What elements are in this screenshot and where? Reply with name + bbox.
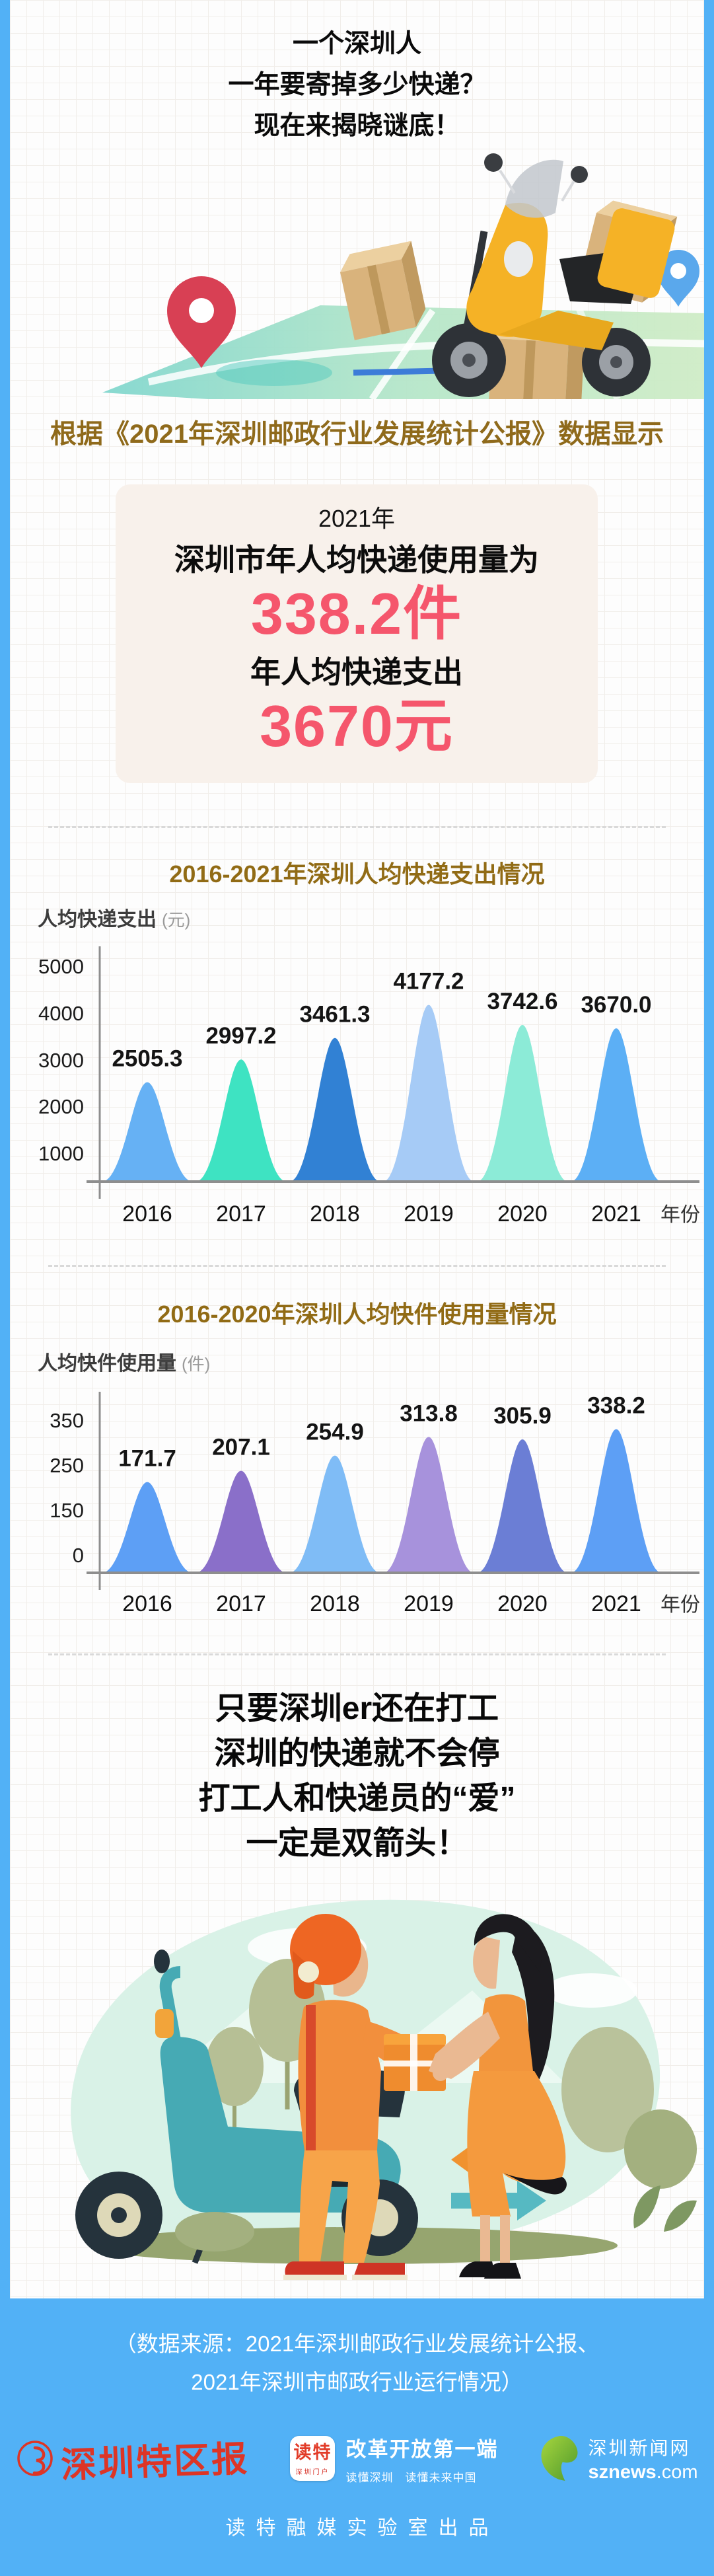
footer: （数据来源：2021年深圳邮政行业发展统计公报、 2021年深圳市邮政行业运行情…	[0, 2298, 714, 2576]
svg-text:2021: 2021	[591, 1591, 641, 1616]
dute-headline: 改革开放第一端	[345, 2437, 499, 2461]
svg-text:2000: 2000	[38, 1095, 84, 1118]
dute-icon-text: 读特	[293, 2442, 332, 2462]
red-location-pin-icon	[167, 276, 236, 368]
data-source-line: （数据来源：2021年深圳邮政行业发展统计公报、	[114, 2331, 600, 2356]
svg-text:2997.2: 2997.2	[205, 1023, 276, 1049]
dashed-divider	[48, 1265, 666, 1267]
intro-line: 一年要寄掉多少快递？	[228, 71, 486, 99]
svg-text:4000: 4000	[38, 1002, 84, 1025]
svg-text:2021: 2021	[591, 1201, 641, 1227]
svg-text:3000: 3000	[38, 1049, 84, 1072]
dashed-divider	[48, 826, 666, 828]
svg-text:2017: 2017	[216, 1201, 266, 1227]
dashed-divider	[48, 1653, 666, 1655]
svg-text:254.9: 254.9	[306, 1420, 364, 1445]
svg-text:4177.2: 4177.2	[393, 969, 464, 995]
svg-text:150: 150	[50, 1499, 84, 1522]
stats-value1: 338.2件	[250, 581, 463, 646]
svg-text:313.8: 313.8	[400, 1400, 458, 1426]
svg-text:305.9: 305.9	[493, 1403, 552, 1429]
svg-text:2017: 2017	[216, 1591, 266, 1616]
slogan-text: 只要深圳er还在打工 深圳的快递就不会停 打工人和快递员的“爱” 一定是双箭头！	[10, 1686, 704, 1866]
parcel-box	[340, 241, 426, 340]
expense-chart-ylabel: 人均快递支出 (元)	[38, 903, 190, 932]
stats-line2: 年人均快递支出	[250, 655, 463, 689]
source-banner: 根据《2021年深圳邮政行业发展统计公报》数据显示	[50, 420, 664, 449]
svg-text:1000: 1000	[38, 1142, 84, 1165]
slogan-line: 打工人和快递员的“爱”	[198, 1781, 516, 1816]
svg-text:207.1: 207.1	[212, 1435, 270, 1460]
svg-text:2019: 2019	[404, 1201, 454, 1227]
courier-handoff-illustration	[71, 1899, 697, 2280]
svg-text:350: 350	[50, 1409, 84, 1432]
svg-text:年份: 年份	[660, 1204, 700, 1226]
slogan-line: 一定是双箭头！	[246, 1826, 468, 1861]
stats-value2: 3670元	[260, 693, 454, 759]
dute-logo: 读特 深圳门户 改革开放第一端 读懂深圳 读懂未来中国	[290, 2433, 498, 2485]
svg-text:2020: 2020	[497, 1591, 548, 1616]
sznews-leaf-icon	[542, 2435, 578, 2481]
expense-chart-title: 2016-2021年深圳人均快递支出情况	[169, 860, 545, 888]
ylabel-text: 人均快递支出	[38, 909, 157, 930]
media-logos: 深圳特区报 读特 深圳门户 改革开放第一端 读懂深圳 读懂未来中国	[16, 2424, 698, 2493]
stats-line1: 深圳市年人均快递使用量为	[174, 543, 539, 577]
data-source-line: 2021年深圳市邮政行业运行情况）	[191, 2370, 523, 2394]
sznews-logo: 深圳新闻网 sznews.com	[539, 2434, 698, 2483]
svg-text:171.7: 171.7	[118, 1446, 176, 1472]
svg-text:3461.3: 3461.3	[299, 1002, 370, 1028]
content-card: 一个深圳人 一年要寄掉多少快递？ 现在来揭晓谜底！	[10, 0, 704, 2298]
svg-text:2018: 2018	[310, 1591, 360, 1616]
key-stats-box: 2021年 深圳市年人均快递使用量为 338.2件 年人均快递支出 3670元	[116, 484, 598, 783]
svg-text:2016: 2016	[122, 1591, 172, 1616]
svg-text:5000: 5000	[38, 955, 84, 978]
svg-text:3670.0: 3670.0	[581, 992, 651, 1018]
stats-year: 2021年	[318, 505, 396, 532]
usage-chart-ylabel: 人均快件使用量 (件)	[38, 1347, 210, 1376]
intro-line: 现在来揭晓谜底！	[254, 112, 460, 140]
usage-chart-title: 2016-2020年深圳人均快件使用量情况	[157, 1301, 557, 1328]
sznews-domain: sznews.com	[588, 2461, 698, 2483]
yellow-scooter	[432, 153, 675, 397]
ylabel-text: 人均快件使用量	[38, 1353, 176, 1375]
slogan-line: 只要深圳er还在打工	[215, 1691, 499, 1726]
blue-location-pin-icon	[657, 250, 699, 307]
slogan-line: 深圳的快递就不会停	[214, 1736, 500, 1771]
dute-app-icon: 读特 深圳门户	[290, 2436, 336, 2481]
dute-icon-subtext: 深圳门户	[295, 2468, 330, 2476]
svg-text:2505.3: 2505.3	[112, 1046, 182, 1072]
svg-text:2019: 2019	[404, 1591, 454, 1616]
shenzhen-tequbao-emblem-icon	[17, 2441, 54, 2476]
dute-tagline: 读懂深圳 读懂未来中国	[345, 2471, 477, 2484]
sznews-name: 深圳新闻网	[588, 2437, 691, 2458]
production-credit: 读特融媒实验室出品	[225, 2517, 499, 2539]
svg-text:338.2: 338.2	[587, 1393, 645, 1419]
bushes	[175, 2185, 697, 2252]
svg-text:年份: 年份	[660, 1594, 700, 1616]
woman-figure	[429, 1914, 567, 2279]
svg-text:2018: 2018	[310, 1201, 360, 1227]
data-source: （数据来源：2021年深圳邮政行业发展统计公报、 2021年深圳市邮政行业运行情…	[115, 2325, 599, 2402]
svg-text:2020: 2020	[497, 1201, 548, 1227]
shenzhen-tequbao-wordmark: 深圳特区报	[60, 2439, 250, 2485]
ylabel-unit: (件)	[182, 1354, 211, 1374]
expense-chart: 5000 4000 3000 2000 1000 2505.3 2997.2 3461.3 41…	[38, 946, 700, 1227]
intro-headline: 一个深圳人 一年要寄掉多少快递？ 现在来揭晓谜底！	[10, 24, 704, 147]
parcel-exchange-box	[384, 2034, 446, 2091]
usage-chart: 350 250 150 0 171.7 207.1 254.9 313.8 305.9 338.2…	[50, 1392, 700, 1616]
svg-text:2016: 2016	[122, 1201, 172, 1227]
svg-text:0: 0	[73, 1544, 84, 1567]
svg-text:250: 250	[50, 1454, 84, 1477]
ylabel-unit: (元)	[162, 910, 191, 930]
svg-text:3742.6: 3742.6	[487, 989, 557, 1014]
shenzhen-tequbao-logo: 深圳特区报	[16, 2433, 250, 2485]
delivery-scooter-illustration	[102, 153, 704, 399]
intro-line: 一个深圳人	[292, 30, 421, 58]
